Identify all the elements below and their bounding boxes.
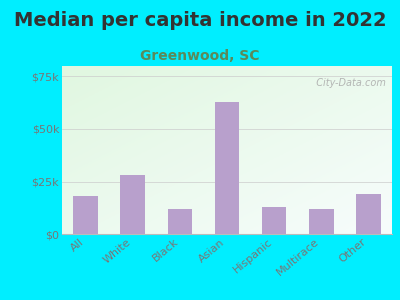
Bar	[168, 209, 192, 234]
Bar	[215, 102, 239, 234]
Text: Greenwood, SC: Greenwood, SC	[140, 50, 260, 64]
Bar	[120, 175, 145, 234]
Bar	[73, 196, 98, 234]
Bar	[356, 194, 381, 234]
Bar	[262, 207, 286, 234]
Bar	[309, 209, 334, 234]
Text: Median per capita income in 2022: Median per capita income in 2022	[14, 11, 386, 29]
Text: City-Data.com: City-Data.com	[310, 78, 385, 88]
